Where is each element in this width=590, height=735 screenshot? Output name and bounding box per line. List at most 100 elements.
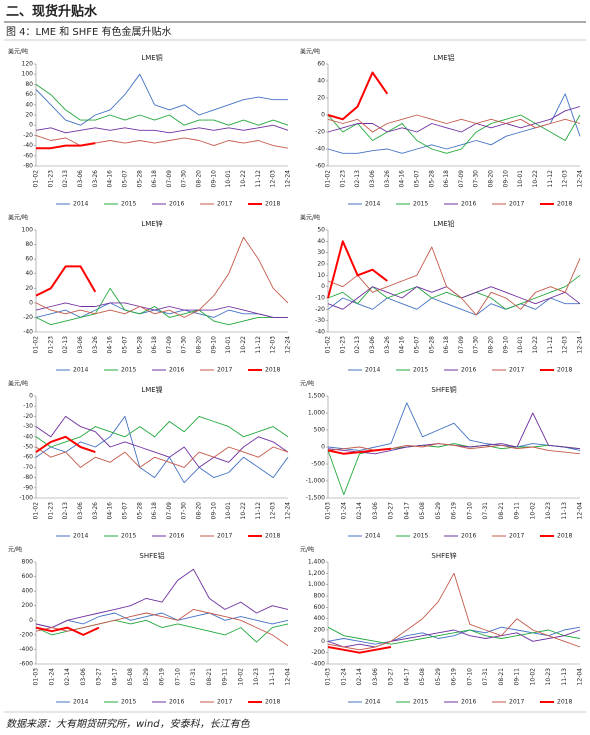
y-tick-label: -200	[311, 649, 325, 656]
series-line	[36, 142, 96, 150]
legend-label: 2015	[413, 201, 428, 208]
y-tick-label: 60	[25, 256, 33, 263]
chart-panel: 美元/吨 LME铅 -40 -30 -20 -10 0 10 20 30 40 50 01-02 01-2…	[300, 214, 584, 374]
y-tick-label: 100	[22, 227, 34, 234]
x-tick-label: 07-10	[174, 668, 181, 686]
x-tick-label: 10-01	[517, 336, 524, 354]
y-tick-label: 40	[317, 78, 325, 85]
series-line	[327, 240, 388, 299]
y-tick-label: 20	[25, 285, 33, 292]
x-tick-label: 05-29	[435, 502, 442, 520]
x-tick-label: 02-14	[356, 668, 363, 686]
x-tick-label: 07-10	[466, 668, 473, 686]
x-tick-label: 01-03	[325, 668, 332, 686]
x-tick-label: 05-08	[419, 502, 426, 520]
chart-panel: 美元/吨 LME锌 -40 -20 0 20 40 60 80 100 01-02 01-23 02-1…	[8, 214, 292, 374]
legend-label: 2017	[217, 533, 232, 540]
series-line	[35, 626, 100, 636]
x-tick-label: 01-23	[339, 170, 346, 188]
y-tick-label: 40	[25, 270, 33, 277]
x-tick-label: 12-24	[285, 502, 292, 520]
figure-caption: 图 4：LME 和 SHFE 有色金属升贴水	[6, 25, 172, 38]
x-tick-label: 01-03	[325, 502, 332, 520]
x-tick-label: 06-19	[159, 668, 166, 686]
legend-label: 2017	[509, 699, 524, 706]
x-tick-label: 02-14	[356, 502, 363, 520]
x-tick-label: 02-13	[354, 170, 361, 188]
legend-label: 2018	[557, 533, 572, 540]
x-tick-label: 07-31	[190, 668, 197, 686]
x-tick-label: 05-29	[143, 668, 150, 686]
x-tick-label: 12-24	[577, 336, 584, 354]
x-tick-label: 03-26	[384, 170, 391, 188]
legend-label: 2014	[73, 533, 88, 540]
legend-label: 2014	[365, 367, 380, 374]
chart-panel: 元/吨 SHFE铝 -600 -400 -200 0 200 400 600 800 01-03 01…	[8, 546, 292, 706]
legend-label: 2017	[509, 533, 524, 540]
series-line	[327, 646, 392, 654]
legend-label: 2017	[217, 367, 232, 374]
x-tick-label: 10-22	[240, 170, 247, 188]
y-tick-label: 0	[321, 638, 325, 645]
y-tick-label: -40	[23, 142, 33, 149]
source-note: 数据来源：大有期货研究所，wind，安泰科，长江有色	[6, 718, 251, 730]
chart-panel: 元/吨 SHFE锌 -400 -200 0 200 400 600 800 1,000 1,200 1…	[300, 546, 584, 706]
y-tick-label: -40	[315, 329, 325, 336]
y-tick-label: 200	[22, 602, 34, 609]
y-tick-label: 1,500	[308, 393, 325, 400]
series-line	[35, 124, 289, 134]
x-tick-label: 12-03	[562, 336, 569, 354]
series-line	[327, 412, 581, 455]
y-tick-label: -40	[23, 329, 33, 336]
legend-label: 2018	[557, 699, 572, 706]
series-line	[327, 447, 392, 455]
y-tick-label: 0	[321, 112, 325, 119]
series-line	[35, 265, 97, 297]
x-tick-label: 07-31	[482, 668, 489, 686]
legend-label: 2016	[461, 201, 476, 208]
y-tick-label: 400	[314, 615, 326, 622]
x-tick-label: 10-22	[240, 336, 247, 354]
series-line	[327, 246, 581, 316]
x-tick-label: 04-16	[107, 502, 114, 520]
series-line	[35, 415, 289, 468]
y-tick-label: -90	[23, 484, 33, 491]
y-tick-label: -600	[19, 661, 33, 668]
x-tick-label: 10-23	[253, 668, 260, 686]
x-tick-label: 08-20	[488, 170, 495, 188]
x-tick-label: 08-20	[196, 170, 203, 188]
y-tick-label: 1,000	[308, 581, 325, 588]
x-tick-label: 04-17	[403, 668, 410, 686]
x-tick-label: 05-08	[127, 668, 134, 686]
x-tick-label: 01-23	[47, 336, 54, 354]
x-tick-label: 12-24	[577, 170, 584, 188]
y-tick-label: -50	[23, 444, 33, 451]
x-tick-label: 09-11	[514, 502, 521, 520]
x-tick-label: 08-21	[498, 502, 505, 520]
x-tick-label: 07-09	[458, 170, 465, 188]
x-tick-label: 11-13	[561, 502, 568, 520]
x-tick-label: 11-12	[255, 502, 262, 520]
legend-label: 2016	[169, 699, 184, 706]
y-tick-label: 20	[25, 112, 33, 119]
x-tick-label: 03-06	[369, 170, 376, 188]
y-tick-label: -60	[23, 454, 33, 461]
x-tick-label: 03-26	[384, 336, 391, 354]
x-tick-label: 05-28	[136, 336, 143, 354]
y-tick-label: 500	[314, 427, 326, 434]
x-tick-label: 01-02	[33, 336, 40, 354]
x-tick-label: 10-02	[529, 502, 536, 520]
x-tick-label: 07-09	[166, 502, 173, 520]
x-tick-label: 10-01	[517, 170, 524, 188]
x-tick-label: 03-06	[80, 668, 87, 686]
x-tick-label: 03-06	[77, 336, 84, 354]
y-tick-label: 0	[29, 122, 33, 129]
x-tick-label: 05-28	[428, 170, 435, 188]
y-tick-label: -10	[23, 403, 33, 410]
x-tick-label: 07-09	[458, 336, 465, 354]
x-tick-label: 12-03	[270, 502, 277, 520]
series-line	[327, 402, 581, 451]
y-tick-label: 80	[25, 241, 33, 248]
x-tick-label: 12-04	[285, 668, 292, 686]
